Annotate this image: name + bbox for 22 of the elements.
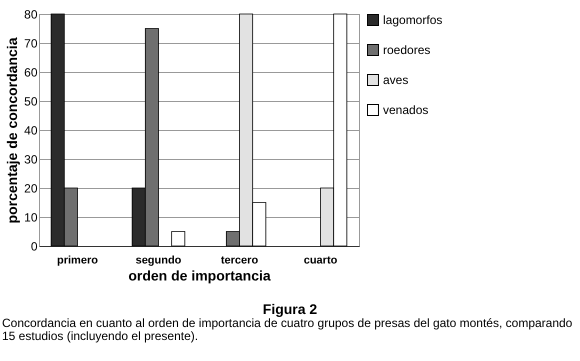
x-tick-label: segundo — [136, 254, 182, 266]
bar — [171, 231, 186, 246]
y-tick-label: 20 — [24, 182, 38, 196]
legend-label: venados — [383, 103, 428, 117]
y-tick-label: 30 — [24, 152, 38, 166]
x-tick-label: primero — [56, 254, 98, 266]
y-tick-label: 80 — [24, 8, 38, 22]
legend-label: roedores — [383, 43, 430, 57]
legend-label: lagomorfos — [383, 13, 442, 27]
y-tick-label: 50 — [24, 94, 38, 108]
y-tick-label: 0 — [30, 240, 38, 254]
x-axis-title: orden de importancia — [128, 268, 271, 284]
y-tick-label: 40 — [24, 124, 38, 138]
y-tick-label: 10 — [24, 210, 38, 224]
legend-label: aves — [383, 73, 408, 87]
x-tick-label: tercero — [220, 254, 258, 266]
text: Concordancia en cuanto al orden de importancia de cuatro grupos de presas del gato montés, comparando 15 estudios (incluyendo el presente). — [1, 316, 574, 343]
y-axis-title: porcentaje de concordancia — [4, 37, 20, 224]
y-tick-label: 70 — [24, 36, 38, 50]
text: Figura 2 — [262, 301, 318, 317]
x-tick-label: cuarto — [304, 254, 338, 266]
y-tick-label: 60 — [24, 66, 38, 80]
